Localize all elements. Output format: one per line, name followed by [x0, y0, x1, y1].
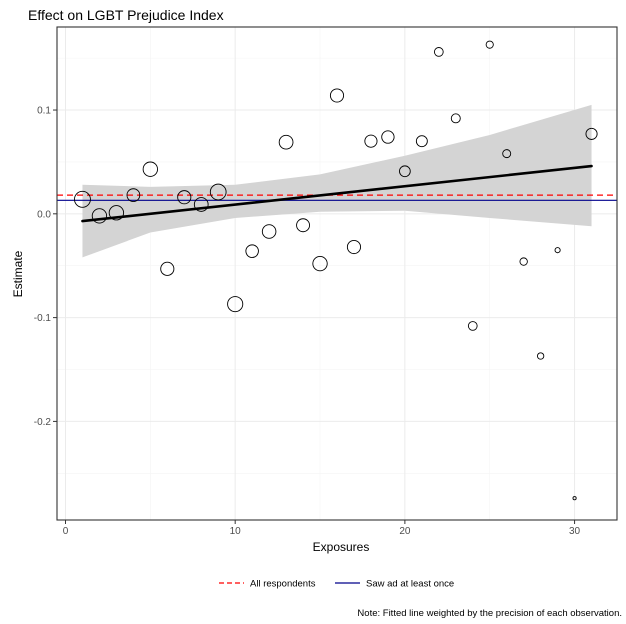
panel-border [56, 26, 618, 521]
x-tick-label: 10 [230, 526, 242, 537]
data-point [91, 208, 108, 224]
data-point [296, 218, 311, 233]
x-tick-label: 0 [63, 526, 69, 537]
data-point [450, 113, 461, 124]
fit-line [81, 164, 593, 223]
data-point [433, 47, 444, 57]
data-point [519, 257, 528, 266]
data-point [364, 134, 378, 148]
data-point [74, 190, 91, 208]
data-point [346, 239, 362, 255]
x-tick-label: 20 [399, 526, 411, 537]
confidence-band [82, 104, 592, 258]
data-point [193, 197, 209, 212]
data-point [245, 244, 259, 258]
reference-lines [57, 194, 617, 201]
data-point [399, 165, 411, 178]
data-point [572, 496, 577, 501]
grid-lines [57, 27, 617, 520]
data-point [227, 296, 244, 313]
data-point [381, 130, 395, 144]
y-tick-label: 0.0 [37, 209, 51, 220]
data-point [467, 321, 478, 331]
panel-background [57, 27, 617, 520]
data-point [209, 183, 227, 201]
data-point [177, 190, 192, 205]
data-point [278, 134, 294, 150]
data-point [142, 161, 158, 177]
data-points [74, 40, 598, 501]
x-axis-ticks: 0 10 20 30 [63, 520, 581, 537]
data-point [554, 247, 561, 254]
panel-border-rect [56, 26, 618, 521]
y-tick-label: -0.1 [34, 313, 52, 324]
data-point [485, 40, 494, 49]
y-axis-ticks: -0.2 -0.1 0.0 0.1 [34, 106, 57, 428]
data-point [126, 188, 141, 202]
data-point [415, 135, 428, 148]
y-tick-label: 0.1 [37, 106, 51, 117]
chart-title: Effect on LGBT Prejudice Index [28, 7, 224, 23]
data-point [261, 224, 277, 239]
data-point [329, 88, 345, 103]
x-tick-label: 30 [569, 526, 581, 537]
data-point [312, 255, 328, 272]
legend: All respondents Saw ad at least once [219, 579, 454, 590]
legend-label-saw-ad: Saw ad at least once [366, 579, 454, 590]
data-point [536, 352, 545, 360]
data-point [160, 261, 175, 276]
legend-label-all-respondents: All respondents [250, 579, 316, 590]
y-axis-title: Estimate [11, 250, 25, 297]
x-axis-title: Exposures [313, 540, 370, 554]
data-point [108, 205, 125, 221]
data-point [585, 127, 598, 140]
y-tick-label: -0.2 [34, 417, 52, 428]
data-point [502, 149, 512, 159]
confidence-band-area [82, 104, 592, 258]
chart-note: Note: Fitted line weighted by the precis… [357, 608, 622, 619]
panel-rect [57, 27, 617, 520]
fit-line-group [81, 164, 593, 223]
